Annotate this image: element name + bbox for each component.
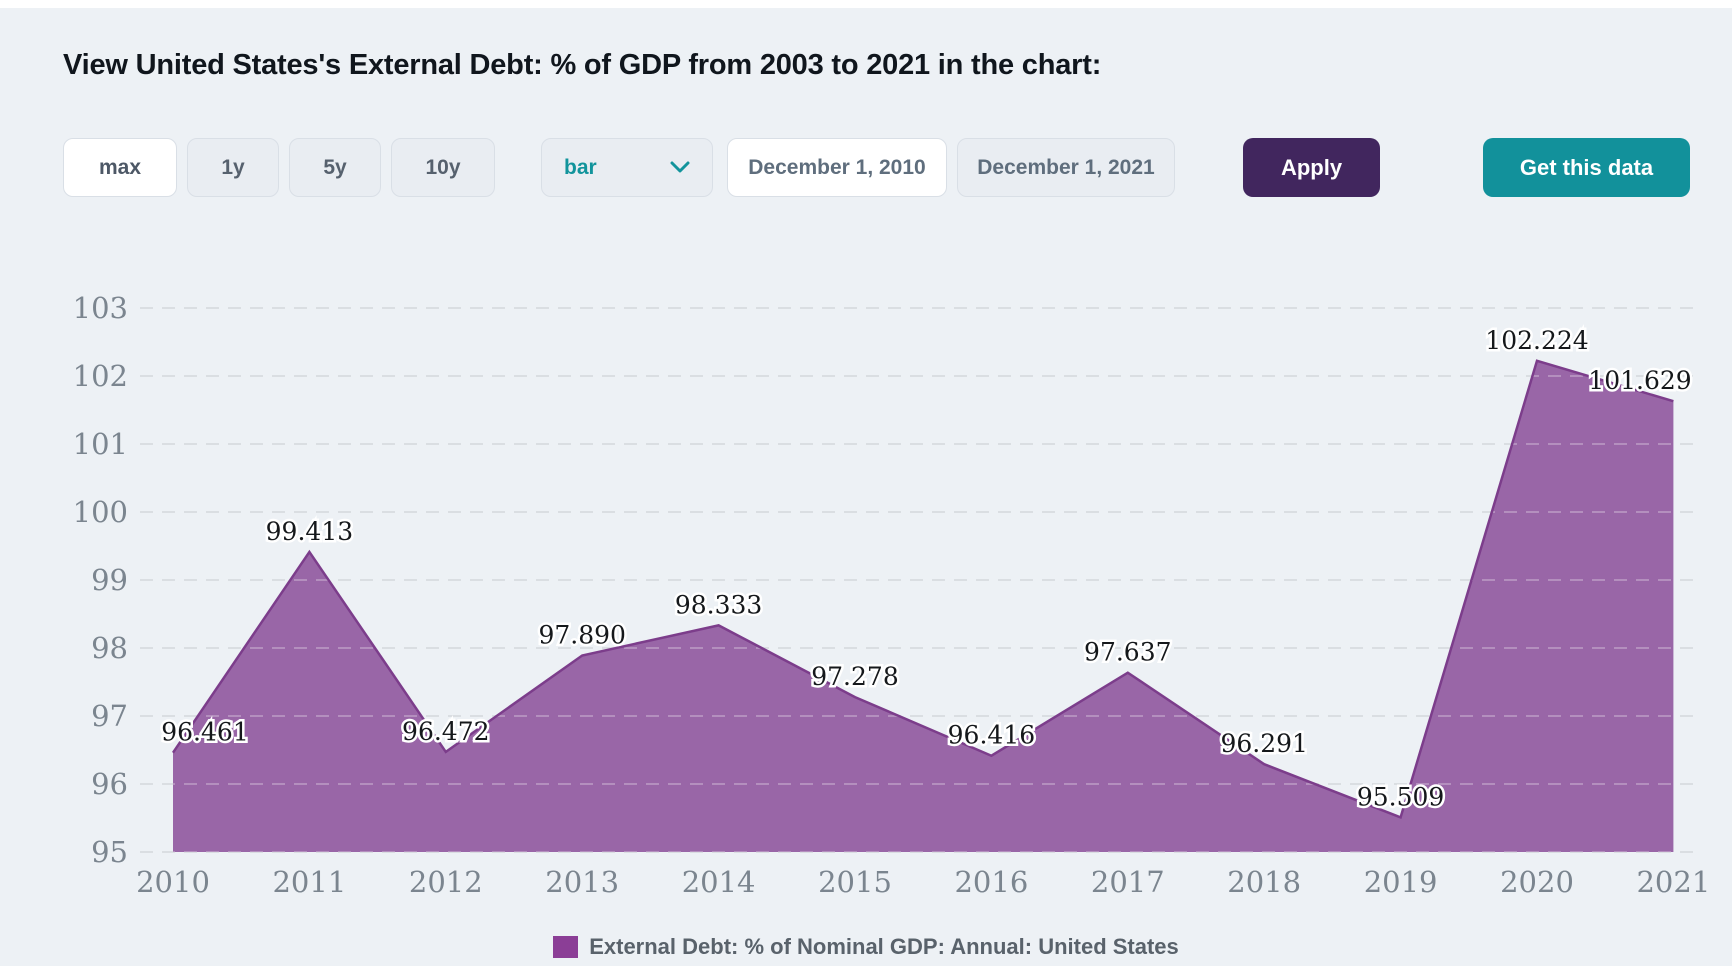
chevron-down-icon <box>670 161 690 174</box>
svg-text:102: 102 <box>73 359 128 393</box>
svg-text:98: 98 <box>91 631 128 665</box>
svg-text:97: 97 <box>91 699 128 733</box>
svg-text:2014: 2014 <box>682 865 756 899</box>
svg-text:102.224: 102.224 <box>1485 326 1588 355</box>
svg-text:2012: 2012 <box>409 865 483 899</box>
svg-text:96.291: 96.291 <box>1220 729 1307 758</box>
range-button-1y[interactable]: 1y <box>187 138 279 197</box>
svg-text:100: 100 <box>73 495 128 529</box>
svg-text:2018: 2018 <box>1227 865 1301 899</box>
svg-text:2011: 2011 <box>272 865 346 899</box>
svg-text:2010: 2010 <box>136 865 210 899</box>
chart-type-value: bar <box>564 155 597 179</box>
date-to-input[interactable] <box>957 138 1175 197</box>
page-title: View United States's External Debt: % of… <box>63 49 1102 82</box>
svg-text:2013: 2013 <box>545 865 619 899</box>
svg-text:101.629: 101.629 <box>1588 366 1691 395</box>
legend-label: External Debt: % of Nominal GDP: Annual:… <box>589 934 1179 959</box>
legend-swatch-icon <box>553 936 579 958</box>
svg-text:96.472: 96.472 <box>402 717 489 746</box>
get-data-button[interactable]: Get this data <box>1483 138 1690 197</box>
svg-text:99: 99 <box>91 563 128 597</box>
svg-text:2015: 2015 <box>818 865 892 899</box>
svg-text:95: 95 <box>91 835 128 869</box>
svg-text:101: 101 <box>73 427 128 461</box>
svg-text:98.333: 98.333 <box>675 590 762 619</box>
svg-text:97.637: 97.637 <box>1084 638 1171 667</box>
chart-legend: External Debt: % of Nominal GDP: Annual:… <box>0 934 1732 960</box>
svg-text:96.461: 96.461 <box>161 718 248 747</box>
top-strip <box>0 0 1732 8</box>
svg-text:95.509: 95.509 <box>1357 782 1444 811</box>
svg-text:99.413: 99.413 <box>266 517 353 546</box>
range-button-10y[interactable]: 10y <box>391 138 495 197</box>
svg-text:97.890: 97.890 <box>538 620 625 649</box>
svg-text:96.416: 96.416 <box>948 721 1035 750</box>
chart-type-select[interactable]: bar <box>541 138 713 197</box>
apply-button[interactable]: Apply <box>1243 138 1380 197</box>
svg-text:2019: 2019 <box>1364 865 1438 899</box>
svg-text:96: 96 <box>91 767 128 801</box>
chart-area: 95 96 97 98 99 100 101 102 103 2010 2011 2012 2013 20… <box>0 230 1732 930</box>
svg-text:103: 103 <box>73 291 128 325</box>
svg-text:97.278: 97.278 <box>811 662 898 691</box>
range-button-max[interactable]: max <box>63 138 177 197</box>
svg-text:2020: 2020 <box>1500 865 1574 899</box>
date-from-input[interactable] <box>727 138 947 197</box>
chart-svg[interactable]: 95 96 97 98 99 100 101 102 103 2010 2011 2012 2013 20… <box>0 230 1732 930</box>
svg-text:2017: 2017 <box>1091 865 1165 899</box>
range-button-5y[interactable]: 5y <box>289 138 381 197</box>
svg-text:2021: 2021 <box>1636 865 1710 899</box>
svg-text:2016: 2016 <box>954 865 1028 899</box>
